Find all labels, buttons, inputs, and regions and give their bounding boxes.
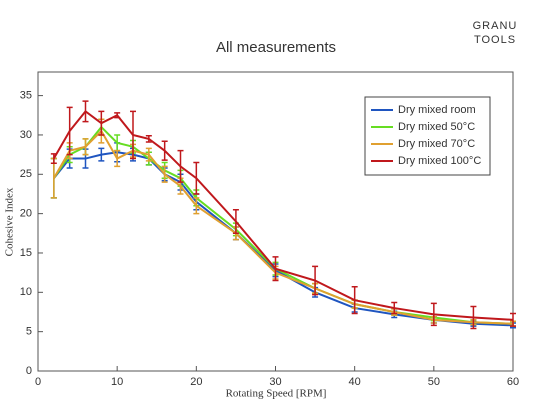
y-axis-label: Cohesive Index	[4, 187, 16, 256]
x-tick-label: 50	[428, 376, 440, 388]
x-tick-label: 10	[111, 376, 123, 388]
y-tick-label: 5	[26, 326, 32, 338]
chart-title: All measurements	[216, 39, 336, 56]
y-tick-label: 35	[20, 90, 32, 102]
y-tick-label: 10	[20, 286, 32, 298]
x-tick-label: 0	[35, 376, 41, 388]
x-tick-label: 30	[269, 376, 281, 388]
x-tick-label: 60	[507, 376, 519, 388]
logo-text: GRANU	[473, 20, 518, 32]
y-tick-label: 0	[26, 365, 32, 377]
y-tick-label: 25	[20, 168, 32, 180]
series-line	[53, 151, 514, 327]
legend-label: Dry mixed 50°C	[398, 121, 475, 133]
series-line	[52, 129, 514, 325]
legend-label: Dry mixed 100°C	[398, 155, 481, 167]
x-tick-label: 20	[190, 376, 202, 388]
logo-text: TOOLS	[474, 34, 516, 46]
x-tick-label: 40	[349, 376, 361, 388]
error-bar	[510, 312, 516, 327]
y-tick-label: 30	[20, 129, 32, 141]
y-tick-label: 20	[20, 208, 32, 220]
series-line	[52, 109, 514, 321]
x-axis-label: Rotating Speed [RPM]	[226, 388, 327, 400]
legend-label: Dry mixed 70°C	[398, 138, 475, 150]
legend-label: Dry mixed room	[398, 104, 476, 116]
y-tick-label: 15	[20, 247, 32, 259]
